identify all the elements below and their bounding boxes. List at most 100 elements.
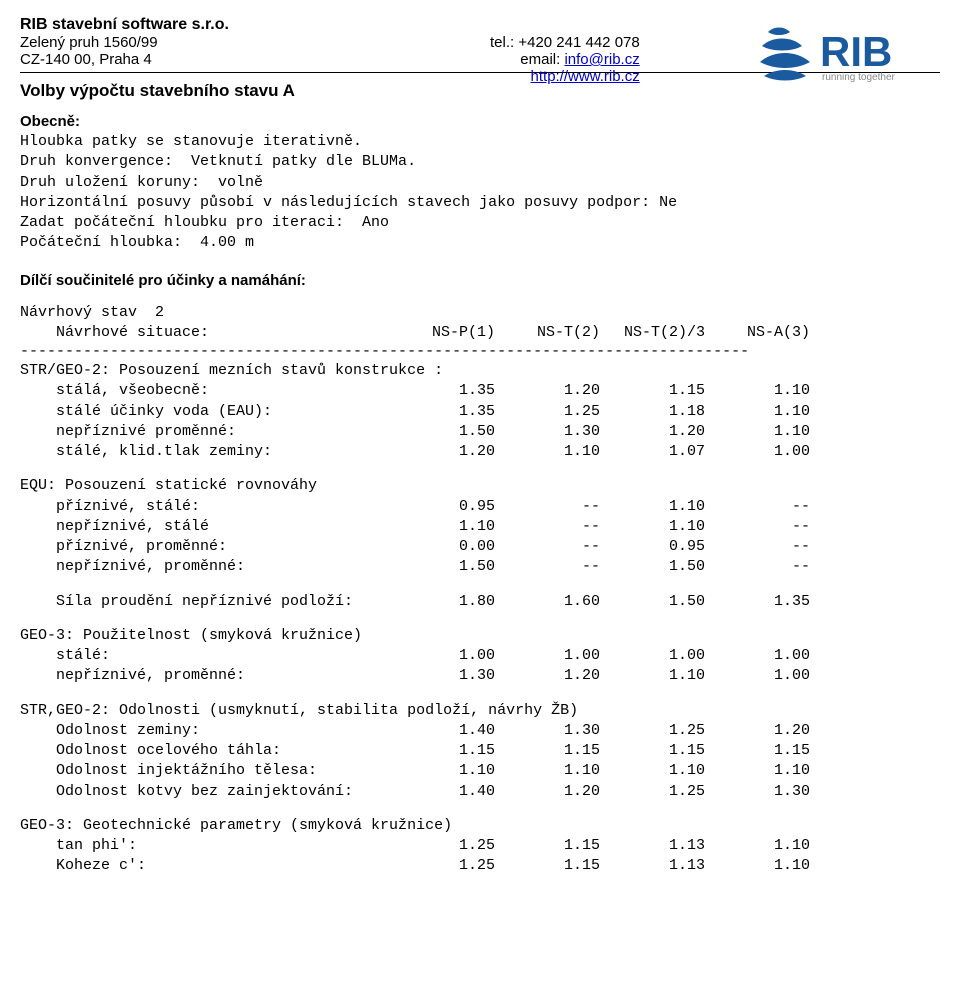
- rib-logo: RIB running together: [760, 22, 940, 94]
- row-label: tan phi':: [20, 836, 390, 856]
- cell-value: --: [495, 517, 600, 537]
- cell-value: 1.10: [705, 402, 810, 422]
- cell-value: 1.10: [705, 836, 810, 856]
- section-partial-title: Dílčí součinitelé pro účinky a namáhání:: [20, 272, 940, 289]
- cell-value: 1.15: [495, 856, 600, 876]
- table-row: příznivé, stálé:0.95--1.10--: [20, 497, 810, 517]
- row-label: nepříznivé, proměnné:: [20, 557, 390, 577]
- col-header: NS-P(1): [390, 323, 495, 343]
- cell-value: --: [705, 497, 810, 517]
- block-heading: STR/GEO-2: Posouzení mezních stavů konst…: [20, 361, 810, 381]
- cell-value: 1.25: [600, 721, 705, 741]
- block-heading-row: GEO-3: Geotechnické parametry (smyková k…: [20, 816, 810, 836]
- row-label: Odolnost zeminy:: [20, 721, 390, 741]
- cell-value: 1.25: [390, 856, 495, 876]
- cell-value: --: [705, 517, 810, 537]
- contact-block: tel.: +420 241 442 078 email: info@rib.c…: [490, 34, 640, 85]
- row-label: stálé:: [20, 646, 390, 666]
- table-row: stálé:1.001.001.001.00: [20, 646, 810, 666]
- block-heading: EQU: Posouzení statické rovnováhy: [20, 476, 810, 496]
- table-row: nepříznivé, proměnné:1.301.201.101.00: [20, 666, 810, 686]
- cell-value: 1.35: [705, 592, 810, 612]
- logo-text: RIB: [820, 28, 892, 75]
- email-link[interactable]: info@rib.cz: [564, 51, 639, 68]
- block-heading-row: STR,GEO-2: Odolnosti (usmyknutí, stabili…: [20, 701, 810, 721]
- cell-value: 1.18: [600, 402, 705, 422]
- cell-value: 1.10: [390, 517, 495, 537]
- cell-value: 1.10: [705, 856, 810, 876]
- cell-value: 1.10: [495, 761, 600, 781]
- cell-value: 1.13: [600, 856, 705, 876]
- cell-value: 1.15: [705, 741, 810, 761]
- cell-value: 1.50: [600, 592, 705, 612]
- table-row: Odolnost zeminy:1.401.301.251.20: [20, 721, 810, 741]
- cell-value: 1.25: [600, 782, 705, 802]
- cell-value: 1.10: [705, 381, 810, 401]
- row-label: nepříznivé, stálé: [20, 517, 390, 537]
- row-label: Síla proudění nepříznivé podloží:: [20, 592, 390, 612]
- cell-value: 1.25: [390, 836, 495, 856]
- table-row: příznivé, proměnné:0.00--0.95--: [20, 537, 810, 557]
- cell-value: 0.00: [390, 537, 495, 557]
- table-row: tan phi':1.251.151.131.10: [20, 836, 810, 856]
- cell-value: 1.35: [390, 402, 495, 422]
- row-label: Odolnost injektážního tělesa:: [20, 761, 390, 781]
- section-general-title: Obecně:: [20, 113, 940, 130]
- cell-value: 1.40: [390, 782, 495, 802]
- cell-value: --: [705, 537, 810, 557]
- cell-value: 1.20: [390, 442, 495, 462]
- block-heading: GEO-3: Geotechnické parametry (smyková k…: [20, 816, 810, 836]
- email-line: email: info@rib.cz: [490, 51, 640, 68]
- cell-value: 1.35: [390, 381, 495, 401]
- cell-value: 1.10: [705, 422, 810, 442]
- table-row: Odolnost ocelového táhla:1.151.151.151.1…: [20, 741, 810, 761]
- table-row: stálé účinky voda (EAU):1.351.251.181.10: [20, 402, 810, 422]
- cell-value: 1.15: [600, 381, 705, 401]
- col-header: NS-T(2)/3: [600, 323, 705, 343]
- cell-value: 1.50: [390, 557, 495, 577]
- cell-value: 1.30: [705, 782, 810, 802]
- row-label: nepříznivé, proměnné:: [20, 666, 390, 686]
- cell-value: 1.20: [705, 721, 810, 741]
- table-row: nepříznivé proměnné:1.501.301.201.10: [20, 422, 810, 442]
- row-label: Koheze c':: [20, 856, 390, 876]
- cell-value: 1.25: [495, 402, 600, 422]
- col-header: NS-A(3): [705, 323, 810, 343]
- cell-value: 1.10: [600, 761, 705, 781]
- cell-value: 1.30: [495, 422, 600, 442]
- table-row: Síla proudění nepříznivé podloží:1.801.6…: [20, 592, 810, 612]
- cell-value: 0.95: [390, 497, 495, 517]
- table-row: Odolnost kotvy bez zainjektování:1.401.2…: [20, 782, 810, 802]
- cell-value: 1.40: [390, 721, 495, 741]
- cell-value: 1.30: [495, 721, 600, 741]
- block-heading-row: STR/GEO-2: Posouzení mezních stavů konst…: [20, 361, 810, 381]
- row-label: stálé, klid.tlak zeminy:: [20, 442, 390, 462]
- table-row: nepříznivé, proměnné:1.50--1.50--: [20, 557, 810, 577]
- table-row: Koheze c':1.251.151.131.10: [20, 856, 810, 876]
- block-heading-row: GEO-3: Použitelnost (smyková kružnice): [20, 626, 810, 646]
- cell-value: 1.20: [495, 381, 600, 401]
- row-label: nepříznivé proměnné:: [20, 422, 390, 442]
- cell-value: --: [495, 557, 600, 577]
- separator-dashes: ----------------------------------------…: [20, 343, 810, 361]
- cell-value: 1.10: [600, 666, 705, 686]
- cell-value: 1.00: [495, 646, 600, 666]
- website-link[interactable]: http://www.rib.cz: [531, 68, 640, 85]
- cell-value: 1.10: [495, 442, 600, 462]
- row-label: Odolnost kotvy bez zainjektování:: [20, 782, 390, 802]
- table-row: Odolnost injektážního tělesa:1.101.101.1…: [20, 761, 810, 781]
- table-row: nepříznivé, stálé1.10--1.10--: [20, 517, 810, 537]
- row-label: příznivé, stálé:: [20, 497, 390, 517]
- column-headers-row: Návrhové situace: NS-P(1) NS-T(2) NS-T(2…: [20, 323, 810, 343]
- row-label: stálá, všeobecně:: [20, 381, 390, 401]
- row-label: stálé účinky voda (EAU):: [20, 402, 390, 422]
- cell-value: 1.10: [600, 517, 705, 537]
- cell-value: 1.15: [600, 741, 705, 761]
- cell-value: 1.80: [390, 592, 495, 612]
- cell-value: 1.10: [705, 761, 810, 781]
- cell-value: 1.10: [600, 497, 705, 517]
- cell-value: 1.00: [705, 646, 810, 666]
- cell-value: 1.15: [390, 741, 495, 761]
- cell-value: 1.20: [495, 782, 600, 802]
- cell-value: 1.00: [600, 646, 705, 666]
